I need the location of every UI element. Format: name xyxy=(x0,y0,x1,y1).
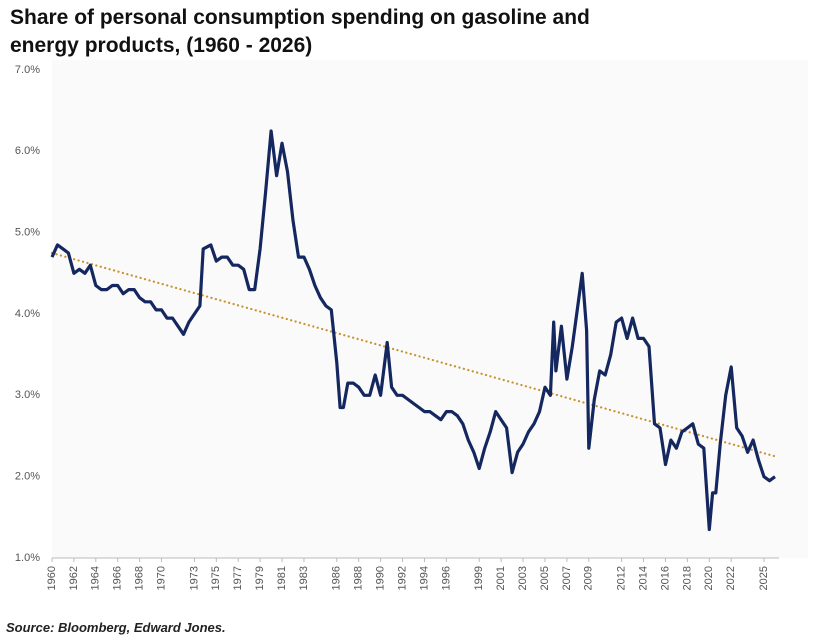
chart-title: Share of personal consumption spending o… xyxy=(10,6,590,57)
x-tick-label: 2001 xyxy=(495,566,507,590)
x-tick-label: 2003 xyxy=(517,566,529,590)
x-tick-label: 1975 xyxy=(210,566,222,590)
y-tick-label: 3.0% xyxy=(15,389,40,401)
x-tick-label: 1996 xyxy=(440,566,452,590)
x-tick-label: 2020 xyxy=(703,566,715,590)
y-tick-label: 1.0% xyxy=(15,552,40,564)
x-tick-label: 1962 xyxy=(68,566,80,590)
x-tick-label: 1979 xyxy=(254,566,266,590)
x-tick-label: 1994 xyxy=(418,566,430,590)
x-tick-label: 1990 xyxy=(375,566,387,590)
x-tick-label: 1988 xyxy=(353,566,365,590)
x-tick-label: 1966 xyxy=(112,566,124,590)
source-note: Source: Bloomberg, Edward Jones. xyxy=(6,620,226,635)
data-line xyxy=(50,129,776,532)
y-tick-label: 5.0% xyxy=(15,227,40,239)
x-tick-label: 1977 xyxy=(232,566,244,590)
x-tick-label: 1981 xyxy=(276,566,288,590)
y-tick-label: 4.0% xyxy=(15,308,40,320)
x-tick-label: 1983 xyxy=(298,566,310,590)
y-tick-label: 6.0% xyxy=(15,145,40,157)
x-tick-label: 2016 xyxy=(659,566,671,590)
x-tick-label: 2005 xyxy=(539,566,551,590)
x-tick-label: 1992 xyxy=(396,566,408,590)
x-tick-label: 1968 xyxy=(134,566,146,590)
y-tick-label: 7.0% xyxy=(15,64,40,76)
plot-background xyxy=(52,60,808,558)
x-tick-label: 1970 xyxy=(155,566,167,590)
x-tick-label: 1986 xyxy=(331,566,343,590)
x-tick-label: 2012 xyxy=(616,566,628,590)
x-tick-label: 1960 xyxy=(46,566,58,590)
x-tick-label: 2025 xyxy=(758,566,770,590)
y-tick-label: 2.0% xyxy=(15,471,40,483)
x-tick-label: 2009 xyxy=(583,566,595,590)
x-tick-label: 1964 xyxy=(90,566,102,590)
x-tick-label: 1973 xyxy=(188,566,200,590)
x-tick-label: 2022 xyxy=(725,566,737,590)
chart: 1.0% 2.0% 3.0% 4.0% 5.0% 6.0% 7.0% 1960 1962 1964… xyxy=(14,60,808,591)
x-tick-label: 2014 xyxy=(637,566,649,590)
x-tick-label: 2007 xyxy=(561,566,573,590)
x-tick-label: 1999 xyxy=(473,566,485,590)
x-tick-label: 2018 xyxy=(681,566,693,590)
